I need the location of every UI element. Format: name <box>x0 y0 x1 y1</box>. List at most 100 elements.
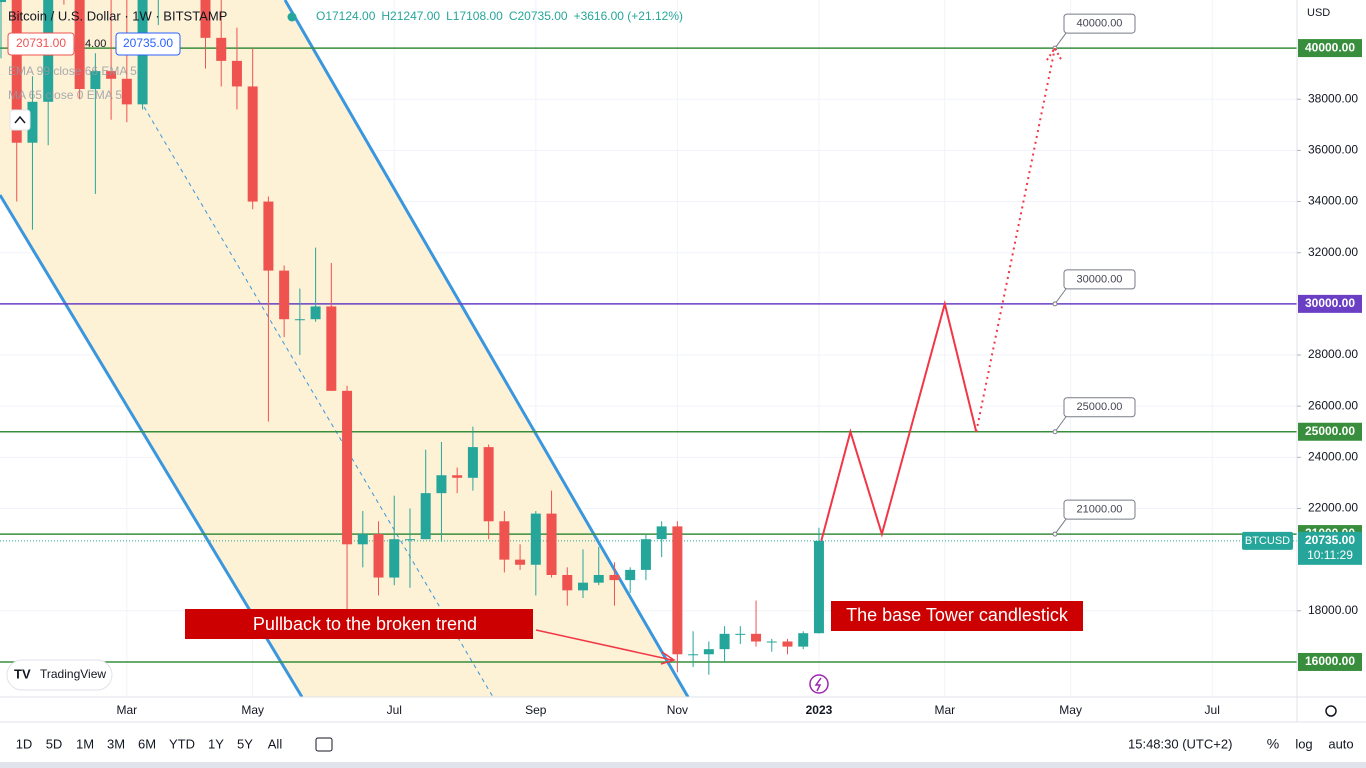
range-button[interactable]: 1D <box>16 736 33 751</box>
collapse-button[interactable] <box>9 109 31 131</box>
x-tick-label: Jul <box>387 703 402 717</box>
y-tick-label: 34000.00 <box>1308 194 1358 208</box>
candle-body <box>279 270 290 320</box>
x-tick-label: Sep <box>525 703 547 717</box>
range-button[interactable]: 1M <box>76 736 94 751</box>
indicator: EMA 99 close 66 EMA 5 <box>8 64 137 78</box>
range-button[interactable]: 3M <box>107 736 125 751</box>
range-button[interactable]: YTD <box>169 736 195 751</box>
candle-body <box>11 0 22 143</box>
candle-body <box>263 201 274 271</box>
x-tick-label: Jul <box>1205 703 1220 717</box>
projection-path <box>820 299 978 542</box>
candle-body <box>342 390 353 545</box>
candle-body <box>326 306 337 391</box>
range-button[interactable]: 5D <box>46 736 63 751</box>
percent-toggle[interactable]: % <box>1267 736 1279 752</box>
clock: 15:48:30 (UTC+2) <box>1128 736 1232 751</box>
settings-icon[interactable] <box>1325 705 1337 717</box>
callout-box <box>1063 397 1136 418</box>
candle-body <box>515 559 526 565</box>
ohlc-value: O17124.00 <box>316 9 376 23</box>
candle-body <box>499 521 510 560</box>
range-button[interactable]: All <box>268 736 283 751</box>
log-toggle[interactable]: log <box>1295 736 1312 751</box>
price-axis: 18000.00 22000.00 24000.00 26000.00 28000.00… <box>1242 39 1362 671</box>
candle-body <box>310 306 321 320</box>
y-tick-label: 38000.00 <box>1308 91 1358 105</box>
candle-body <box>200 0 211 38</box>
candle-body <box>436 475 447 494</box>
candle-body <box>530 513 541 565</box>
candle-body <box>106 71 117 79</box>
callout-label: 40000.00 <box>1077 17 1123 29</box>
y-tick-label: 18000.00 <box>1308 603 1358 617</box>
candle-body <box>357 534 368 545</box>
level-tag-label: 30000.00 <box>1305 296 1355 310</box>
auto-toggle[interactable]: auto <box>1328 736 1353 751</box>
callout-box <box>1063 13 1136 34</box>
level-tag-label: 25000.00 <box>1305 424 1355 438</box>
callout-pointer <box>1054 32 1067 49</box>
bid-box[interactable] <box>7 32 75 56</box>
level-tag <box>1298 39 1362 58</box>
candle-body <box>216 37 227 61</box>
ohlc-value: H21247.00 <box>381 9 440 23</box>
ohlc-value: C20735.00 <box>509 9 568 23</box>
level-tag-label: 40000.00 <box>1305 40 1355 54</box>
bottom-toolbar: 15:48:30 (UTC+2) % log auto 1D 5D 1M 3M 6M YT… <box>0 736 1366 768</box>
callout-pointer <box>1054 288 1067 305</box>
callout-pointer <box>1054 416 1067 433</box>
candle-body <box>688 654 699 656</box>
ohlc-value: L17108.00 <box>446 9 503 23</box>
y-tick-label: 26000.00 <box>1308 398 1358 412</box>
range-button[interactable]: 5Y <box>237 736 253 751</box>
ohlc-value: +3616.00 (+21.12%) <box>574 9 683 23</box>
candle-body <box>467 447 478 478</box>
callout-anchor <box>1052 429 1058 435</box>
candle-body <box>452 475 463 478</box>
candle-body <box>90 71 101 90</box>
annotation-arrow <box>535 629 673 661</box>
ask-box[interactable] <box>115 32 181 56</box>
candle-body <box>404 539 415 541</box>
candle-body <box>766 641 777 643</box>
candle-body <box>703 649 714 655</box>
ohlc-values: O17124.00 H21247.00 L17108.00 C20735.00 +361… <box>316 9 683 23</box>
range-button[interactable]: 6M <box>138 736 156 751</box>
candle-body <box>782 641 793 647</box>
lightning <box>814 677 822 692</box>
brand-name: TradingView <box>40 667 106 681</box>
candle-body <box>483 447 494 522</box>
callout-pointer <box>1054 518 1067 535</box>
channel-fill <box>0 0 688 697</box>
levels: 40000.00 30000.00 25000.00 21000.00 <box>0 13 1297 663</box>
chevron-icon <box>14 115 26 124</box>
brand-logo: TV <box>14 666 31 681</box>
channel-upper <box>283 0 690 697</box>
candle-body <box>656 526 667 540</box>
x-tick-label: May <box>1059 703 1082 717</box>
date-range-icon[interactable] <box>315 737 333 752</box>
y-tick-label: 36000.00 <box>1308 143 1358 157</box>
candle-body <box>546 513 557 575</box>
callout-box <box>1063 269 1136 290</box>
candle-body <box>640 539 651 570</box>
candle-body <box>625 569 636 581</box>
symbol-label: BTCUSD <box>1245 535 1290 547</box>
channel-mid <box>139 99 494 697</box>
range-button[interactable]: 1Y <box>208 736 224 751</box>
event-icon[interactable] <box>809 674 829 694</box>
y-tick-label: 28000.00 <box>1308 347 1358 361</box>
candle-body <box>389 539 400 578</box>
annotation-box <box>185 609 533 639</box>
candle-body <box>27 101 38 143</box>
currency[interactable]: USD <box>1307 7 1330 19</box>
candle-body <box>798 633 809 647</box>
level-tag-label: 16000.00 <box>1305 654 1355 668</box>
candle-body <box>121 78 132 105</box>
brand-badge[interactable] <box>6 659 113 691</box>
annotation-box <box>831 601 1083 631</box>
bid: 20731.00 <box>16 36 66 50</box>
countdown: 10:11:29 <box>1307 548 1353 562</box>
